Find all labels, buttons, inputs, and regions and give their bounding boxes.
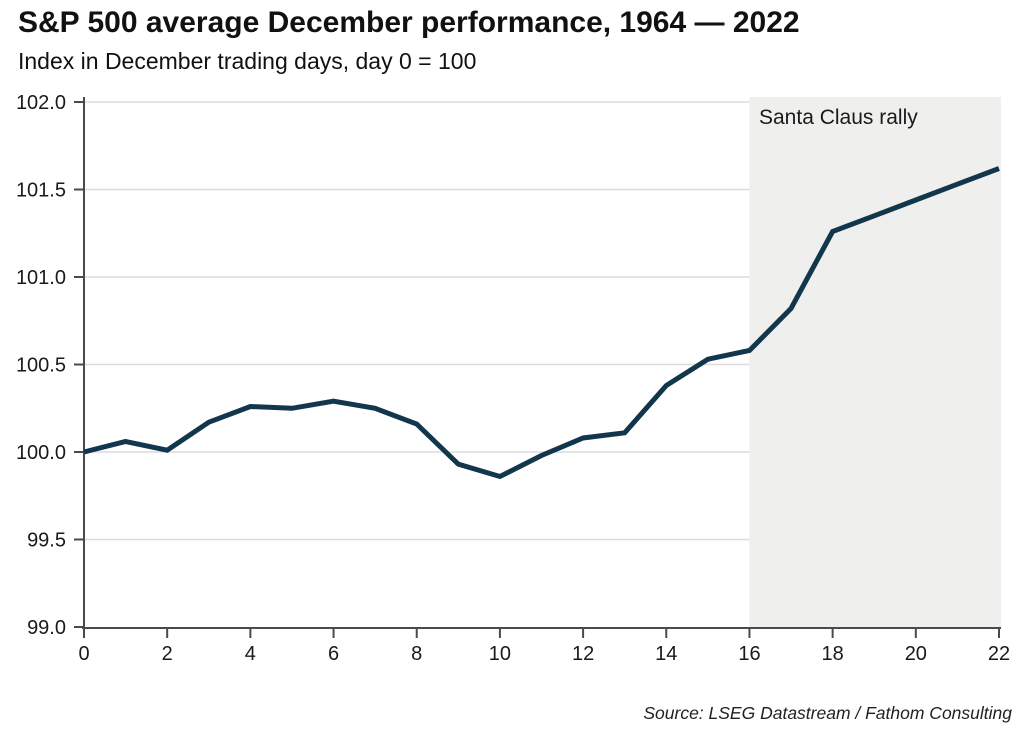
x-tick-label: 4 — [245, 643, 256, 665]
x-tick-label: 16 — [738, 643, 760, 665]
source-credit: Source: LSEG Datastream / Fathom Consult… — [643, 703, 1012, 723]
y-tick-label: 100.0 — [16, 442, 66, 464]
y-tick-label: 100.5 — [16, 355, 66, 377]
y-tick-label: 102.0 — [16, 92, 66, 114]
x-tick-label: 18 — [822, 643, 844, 665]
x-tick-label: 10 — [489, 643, 511, 665]
x-tick-label: 2 — [162, 643, 173, 665]
y-tick-label: 99.0 — [27, 617, 66, 639]
x-tick-label: 8 — [411, 643, 422, 665]
chart-subtitle: Index in December trading days, day 0 = … — [18, 48, 477, 74]
x-tick-label: 14 — [655, 643, 677, 665]
x-tick-label: 0 — [78, 643, 89, 665]
x-tick-label: 6 — [328, 643, 339, 665]
x-tick-label: 12 — [572, 643, 594, 665]
santa-claus-rally-label: Santa Claus rally — [759, 106, 918, 129]
y-tick-label: 99.5 — [27, 530, 66, 552]
x-tick-label: 20 — [905, 643, 927, 665]
data-line — [83, 166, 1000, 480]
y-tick-label: 101.5 — [16, 180, 66, 202]
chart-title: S&P 500 average December performance, 19… — [18, 6, 800, 39]
y-tick-label: 101.0 — [16, 267, 66, 289]
shaded-region — [749, 97, 1001, 627]
x-tick-label: 22 — [988, 643, 1010, 665]
